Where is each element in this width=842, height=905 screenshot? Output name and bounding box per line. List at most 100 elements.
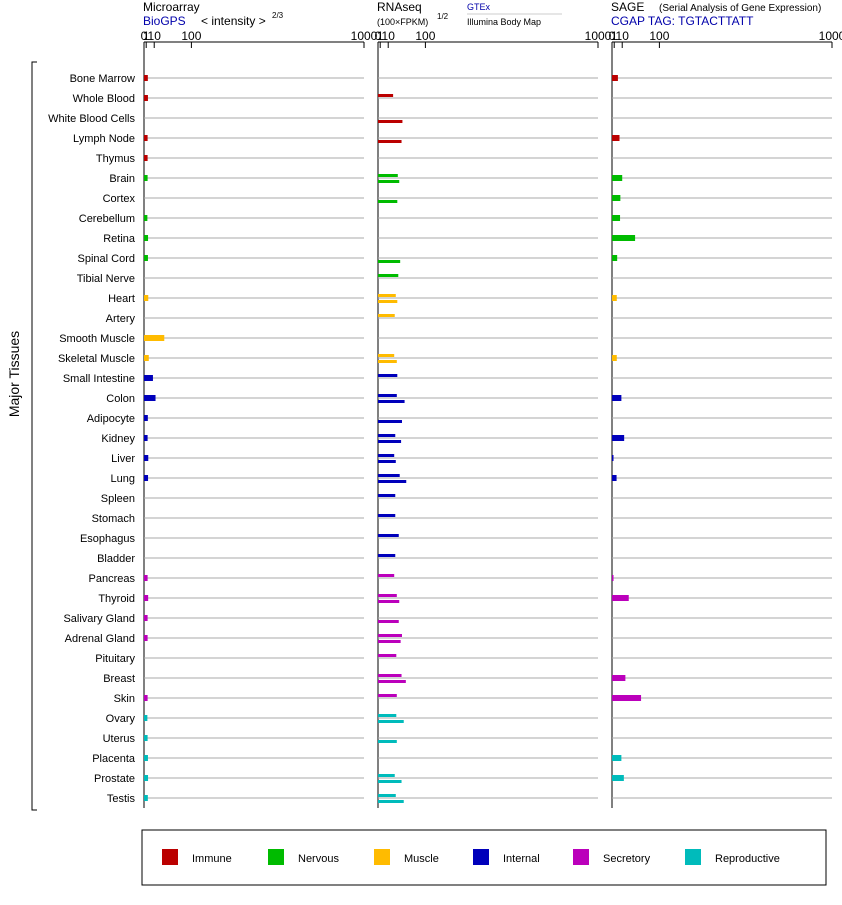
tick-label: 0 bbox=[141, 29, 148, 43]
tissue-label: Small Intestine bbox=[63, 373, 135, 385]
legend-label: Immune bbox=[192, 853, 232, 865]
microarray-source: BioGPS bbox=[143, 14, 186, 28]
legend-item-nervous: Nervous bbox=[268, 849, 339, 865]
rnaseq-ibm-bar bbox=[378, 620, 399, 623]
header-rnaseq: RNAseq (100×FPKM) 1/2 GTEx Illumina Body… bbox=[377, 0, 562, 27]
sage-bar bbox=[612, 355, 617, 361]
tissue-label: Skin bbox=[114, 693, 135, 705]
tissue-row: Lymph Node bbox=[73, 133, 832, 145]
rnaseq-gtex-bar bbox=[378, 294, 396, 297]
rnaseq-gtex-bar bbox=[378, 394, 397, 397]
microarray-scale-exponent: 2/3 bbox=[272, 11, 284, 20]
tissue-row: Lung bbox=[111, 473, 832, 485]
tissue-row: Adipocyte bbox=[87, 413, 832, 425]
tissue-label: Adipocyte bbox=[87, 413, 135, 425]
tissue-row: Skin bbox=[114, 693, 832, 705]
header-sage: SAGE (Serial Analysis of Gene Expression… bbox=[611, 0, 821, 28]
rnaseq-title: RNAseq bbox=[377, 0, 422, 14]
microarray-bar bbox=[144, 235, 149, 241]
tissue-label: Pancreas bbox=[89, 573, 136, 585]
tissue-row: Retina bbox=[103, 233, 832, 245]
tissue-label: Testis bbox=[107, 793, 136, 805]
bars bbox=[144, 75, 642, 803]
sage-bar bbox=[612, 215, 621, 221]
tissue-row: Brain bbox=[109, 173, 832, 185]
tissue-row: Heart bbox=[108, 293, 832, 305]
tissue-row: Skeletal Muscle bbox=[58, 353, 832, 365]
rnaseq-ibm-bar bbox=[378, 120, 403, 123]
tissue-row: Cortex bbox=[103, 193, 832, 205]
tissue-label: Tibial Nerve bbox=[77, 273, 135, 285]
rnaseq-ibm-bar bbox=[378, 200, 398, 203]
tissue-label: Retina bbox=[103, 233, 136, 245]
rnaseq-gtex-bar bbox=[378, 694, 397, 697]
tissue-row: Placenta bbox=[92, 753, 832, 765]
rnaseq-gtex-bar bbox=[378, 354, 395, 357]
rnaseq-ibm-bar bbox=[378, 180, 400, 183]
tissue-row: Spinal Cord bbox=[78, 253, 832, 265]
tissue-row: Uterus bbox=[103, 733, 832, 745]
y-axis-bracket: Major Tissues bbox=[6, 61, 37, 811]
tick-label: 0 bbox=[375, 29, 382, 43]
tissue-row: Bladder bbox=[97, 553, 832, 565]
tissue-row: Thymus bbox=[96, 153, 832, 165]
tissue-row: Spleen bbox=[101, 493, 832, 505]
tissue-label: Artery bbox=[106, 313, 136, 325]
legend-swatch bbox=[473, 849, 489, 865]
tissue-label: Cortex bbox=[103, 193, 136, 205]
tick-label: 100 bbox=[181, 29, 201, 43]
microarray-bar bbox=[144, 375, 153, 381]
tissue-row: Smooth Muscle bbox=[59, 333, 832, 345]
tissue-row: Pancreas bbox=[89, 573, 832, 585]
rnaseq-gtex-bar bbox=[378, 94, 394, 97]
sage-bar bbox=[612, 675, 626, 681]
tissue-row: Liver bbox=[111, 453, 832, 465]
microarray-bar bbox=[144, 595, 149, 601]
microarray-bar bbox=[144, 735, 148, 741]
tissue-label: Colon bbox=[106, 393, 135, 405]
tissue-label: Skeletal Muscle bbox=[58, 353, 135, 365]
tick-label: 1000 bbox=[819, 29, 842, 43]
sage-bar bbox=[612, 435, 625, 441]
legend-label: Reproductive bbox=[715, 853, 780, 865]
tissue-label: Spinal Cord bbox=[78, 253, 135, 265]
rnaseq-ibm-bar bbox=[378, 440, 402, 443]
tissue-row: Cerebellum bbox=[79, 213, 832, 225]
rnaseq-gtex-bar bbox=[378, 274, 399, 277]
rnaseq-ibm-bar bbox=[378, 300, 398, 303]
sage-note: (Serial Analysis of Gene Expression) bbox=[659, 3, 821, 14]
sage-bar bbox=[612, 295, 617, 301]
microarray-bar bbox=[144, 215, 148, 221]
sage-bar bbox=[612, 75, 618, 81]
tissue-row: Testis bbox=[107, 793, 832, 805]
tissue-label: Prostate bbox=[94, 773, 135, 785]
microarray-bar bbox=[144, 355, 149, 361]
header-microarray: Microarray BioGPS < intensity > 2/3 bbox=[143, 0, 284, 28]
rnaseq-ibm-bar bbox=[378, 420, 402, 423]
tissue-label: Stomach bbox=[92, 513, 135, 525]
legend-swatch bbox=[268, 849, 284, 865]
tissue-label: Bone Marrow bbox=[70, 73, 135, 85]
legend-label: Secretory bbox=[603, 853, 651, 865]
rnaseq-gtex-bar bbox=[378, 774, 395, 777]
tissue-label: Lung bbox=[111, 473, 135, 485]
tissue-row: Tibial Nerve bbox=[77, 273, 832, 285]
legend-swatch bbox=[374, 849, 390, 865]
microarray-bar bbox=[144, 415, 148, 421]
tissue-label: Salivary Gland bbox=[63, 613, 135, 625]
sage-bar bbox=[612, 195, 621, 201]
tissue-row: Breast bbox=[103, 673, 832, 685]
tissue-row: Small Intestine bbox=[63, 373, 832, 385]
microarray-bar bbox=[144, 75, 148, 81]
rnaseq-ibm-bar bbox=[378, 600, 400, 603]
rnaseq-gtex-bar bbox=[378, 794, 396, 797]
tissue-label: Uterus bbox=[103, 733, 136, 745]
tick-label: 100 bbox=[649, 29, 669, 43]
rnaseq-ibm-bar bbox=[378, 140, 402, 143]
microarray-bar bbox=[144, 295, 149, 301]
sage-bar bbox=[612, 575, 614, 581]
tissue-label: Breast bbox=[103, 673, 135, 685]
sage-bar bbox=[612, 695, 642, 701]
y-axis-label: Major Tissues bbox=[6, 331, 22, 417]
